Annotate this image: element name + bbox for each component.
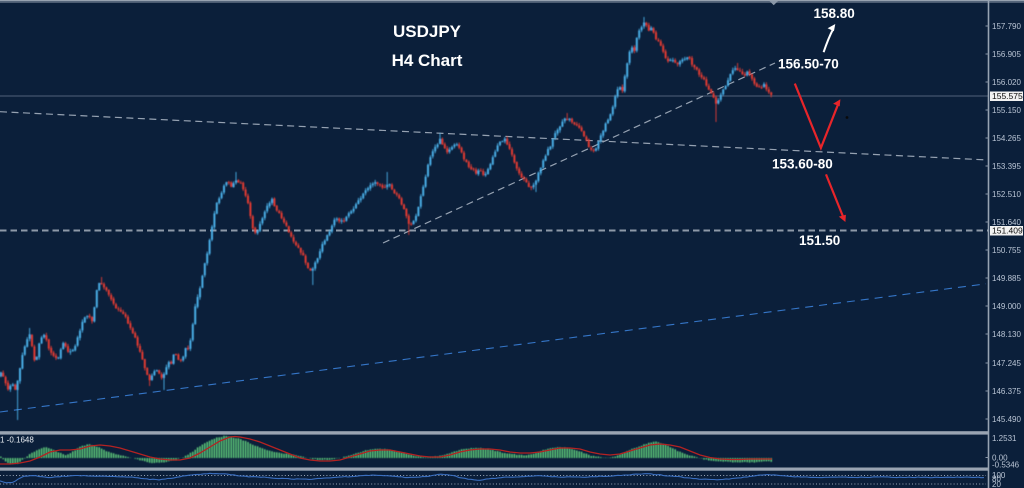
svg-text:157.790: 157.790 bbox=[992, 22, 1021, 31]
svg-text:80: 80 bbox=[992, 475, 1001, 484]
svg-text:1.2531: 1.2531 bbox=[992, 434, 1017, 443]
svg-text:158.80: 158.80 bbox=[814, 6, 855, 21]
svg-text:150.755: 150.755 bbox=[992, 246, 1021, 255]
svg-text:-0.5346: -0.5346 bbox=[992, 461, 1020, 470]
svg-text:151.409: 151.409 bbox=[992, 226, 1023, 236]
svg-text:145.490: 145.490 bbox=[992, 415, 1021, 424]
svg-text:20: 20 bbox=[992, 480, 1001, 488]
svg-text:USDJPY: USDJPY bbox=[393, 22, 462, 41]
svg-text:152.510: 152.510 bbox=[992, 190, 1021, 199]
svg-text:156.020: 156.020 bbox=[992, 78, 1021, 87]
svg-text:151.640: 151.640 bbox=[992, 218, 1021, 227]
svg-text:153.395: 153.395 bbox=[992, 162, 1021, 171]
svg-text:100: 100 bbox=[992, 471, 1006, 480]
svg-text:154.265: 154.265 bbox=[992, 134, 1021, 143]
svg-text:0.00: 0.00 bbox=[992, 454, 1008, 463]
svg-text:146.375: 146.375 bbox=[992, 387, 1021, 396]
svg-text:H4 Chart: H4 Chart bbox=[392, 51, 463, 70]
svg-text:156.50-70: 156.50-70 bbox=[778, 57, 839, 72]
svg-text:1 -0.1648: 1 -0.1648 bbox=[0, 436, 34, 445]
svg-text:148.130: 148.130 bbox=[992, 330, 1021, 339]
svg-text:153.60-80: 153.60-80 bbox=[772, 157, 833, 172]
svg-text:156.905: 156.905 bbox=[992, 50, 1021, 59]
svg-text:149.885: 149.885 bbox=[992, 274, 1021, 283]
svg-text:147.245: 147.245 bbox=[992, 359, 1021, 368]
svg-text:155.150: 155.150 bbox=[992, 106, 1021, 115]
svg-text:155.575: 155.575 bbox=[992, 91, 1023, 101]
svg-text:149.000: 149.000 bbox=[992, 302, 1021, 311]
svg-text:151.50: 151.50 bbox=[799, 233, 840, 248]
